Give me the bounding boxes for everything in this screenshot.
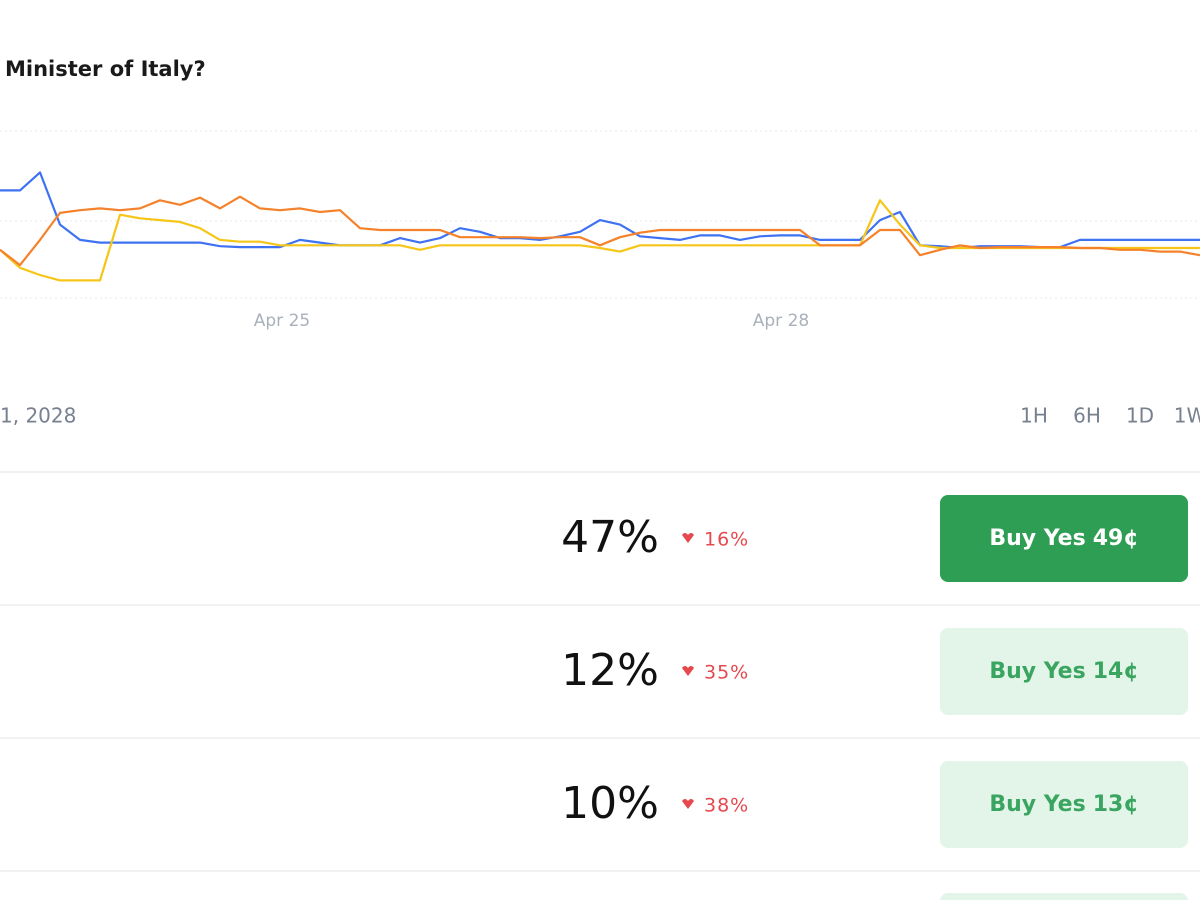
date-range: 1, 2028 [0, 404, 76, 428]
down-icon [682, 799, 694, 809]
series-line [0, 195, 1200, 267]
buy-label[interactable]: Buy Yes [989, 792, 1085, 817]
timeframe-button[interactable]: 6H [1073, 404, 1101, 428]
buy-price[interactable]: 13¢ [1093, 792, 1139, 817]
down-icon [682, 666, 694, 676]
buy-price[interactable]: 14¢ [1093, 659, 1139, 684]
probability: 10% [561, 778, 659, 829]
probability: 12% [561, 645, 659, 696]
change: 16% [704, 529, 749, 551]
buy-price[interactable]: 49¢ [1093, 526, 1139, 551]
change: 38% [704, 795, 749, 817]
market-title: Minister of Italy? [5, 57, 206, 81]
timeframe-button[interactable]: 1W [1174, 404, 1200, 428]
timeframe-button[interactable]: 1D [1126, 404, 1154, 428]
x-tick-label: Apr 28 [753, 311, 809, 331]
buy-button-partial[interactable] [940, 893, 1188, 900]
down-icon [682, 533, 694, 543]
buy-button-bg[interactable] [940, 495, 1188, 582]
buy-button[interactable]: Buy Yes 14¢ [940, 628, 1188, 715]
x-tick-label: Apr 25 [254, 311, 310, 331]
buy-button-label[interactable]: Buy Yes 49¢ [989, 526, 1138, 551]
buy-label[interactable]: Buy Yes [989, 526, 1085, 551]
buy-button[interactable]: Buy Yes 49¢ [940, 495, 1188, 582]
buy-button[interactable]: Buy Yes 13¢ [940, 761, 1188, 848]
series-line [0, 171, 1200, 250]
buy-button-bg[interactable] [940, 628, 1188, 715]
buy-label[interactable]: Buy Yes [989, 659, 1085, 684]
change: 35% [704, 662, 749, 684]
series-line [0, 199, 1200, 282]
timeframe-button[interactable]: 1H [1020, 404, 1048, 428]
buy-button-label[interactable]: Buy Yes 14¢ [989, 659, 1138, 684]
buy-button-bg[interactable] [940, 761, 1188, 848]
probability: 47% [561, 512, 659, 563]
buy-button-label[interactable]: Buy Yes 13¢ [989, 792, 1138, 817]
